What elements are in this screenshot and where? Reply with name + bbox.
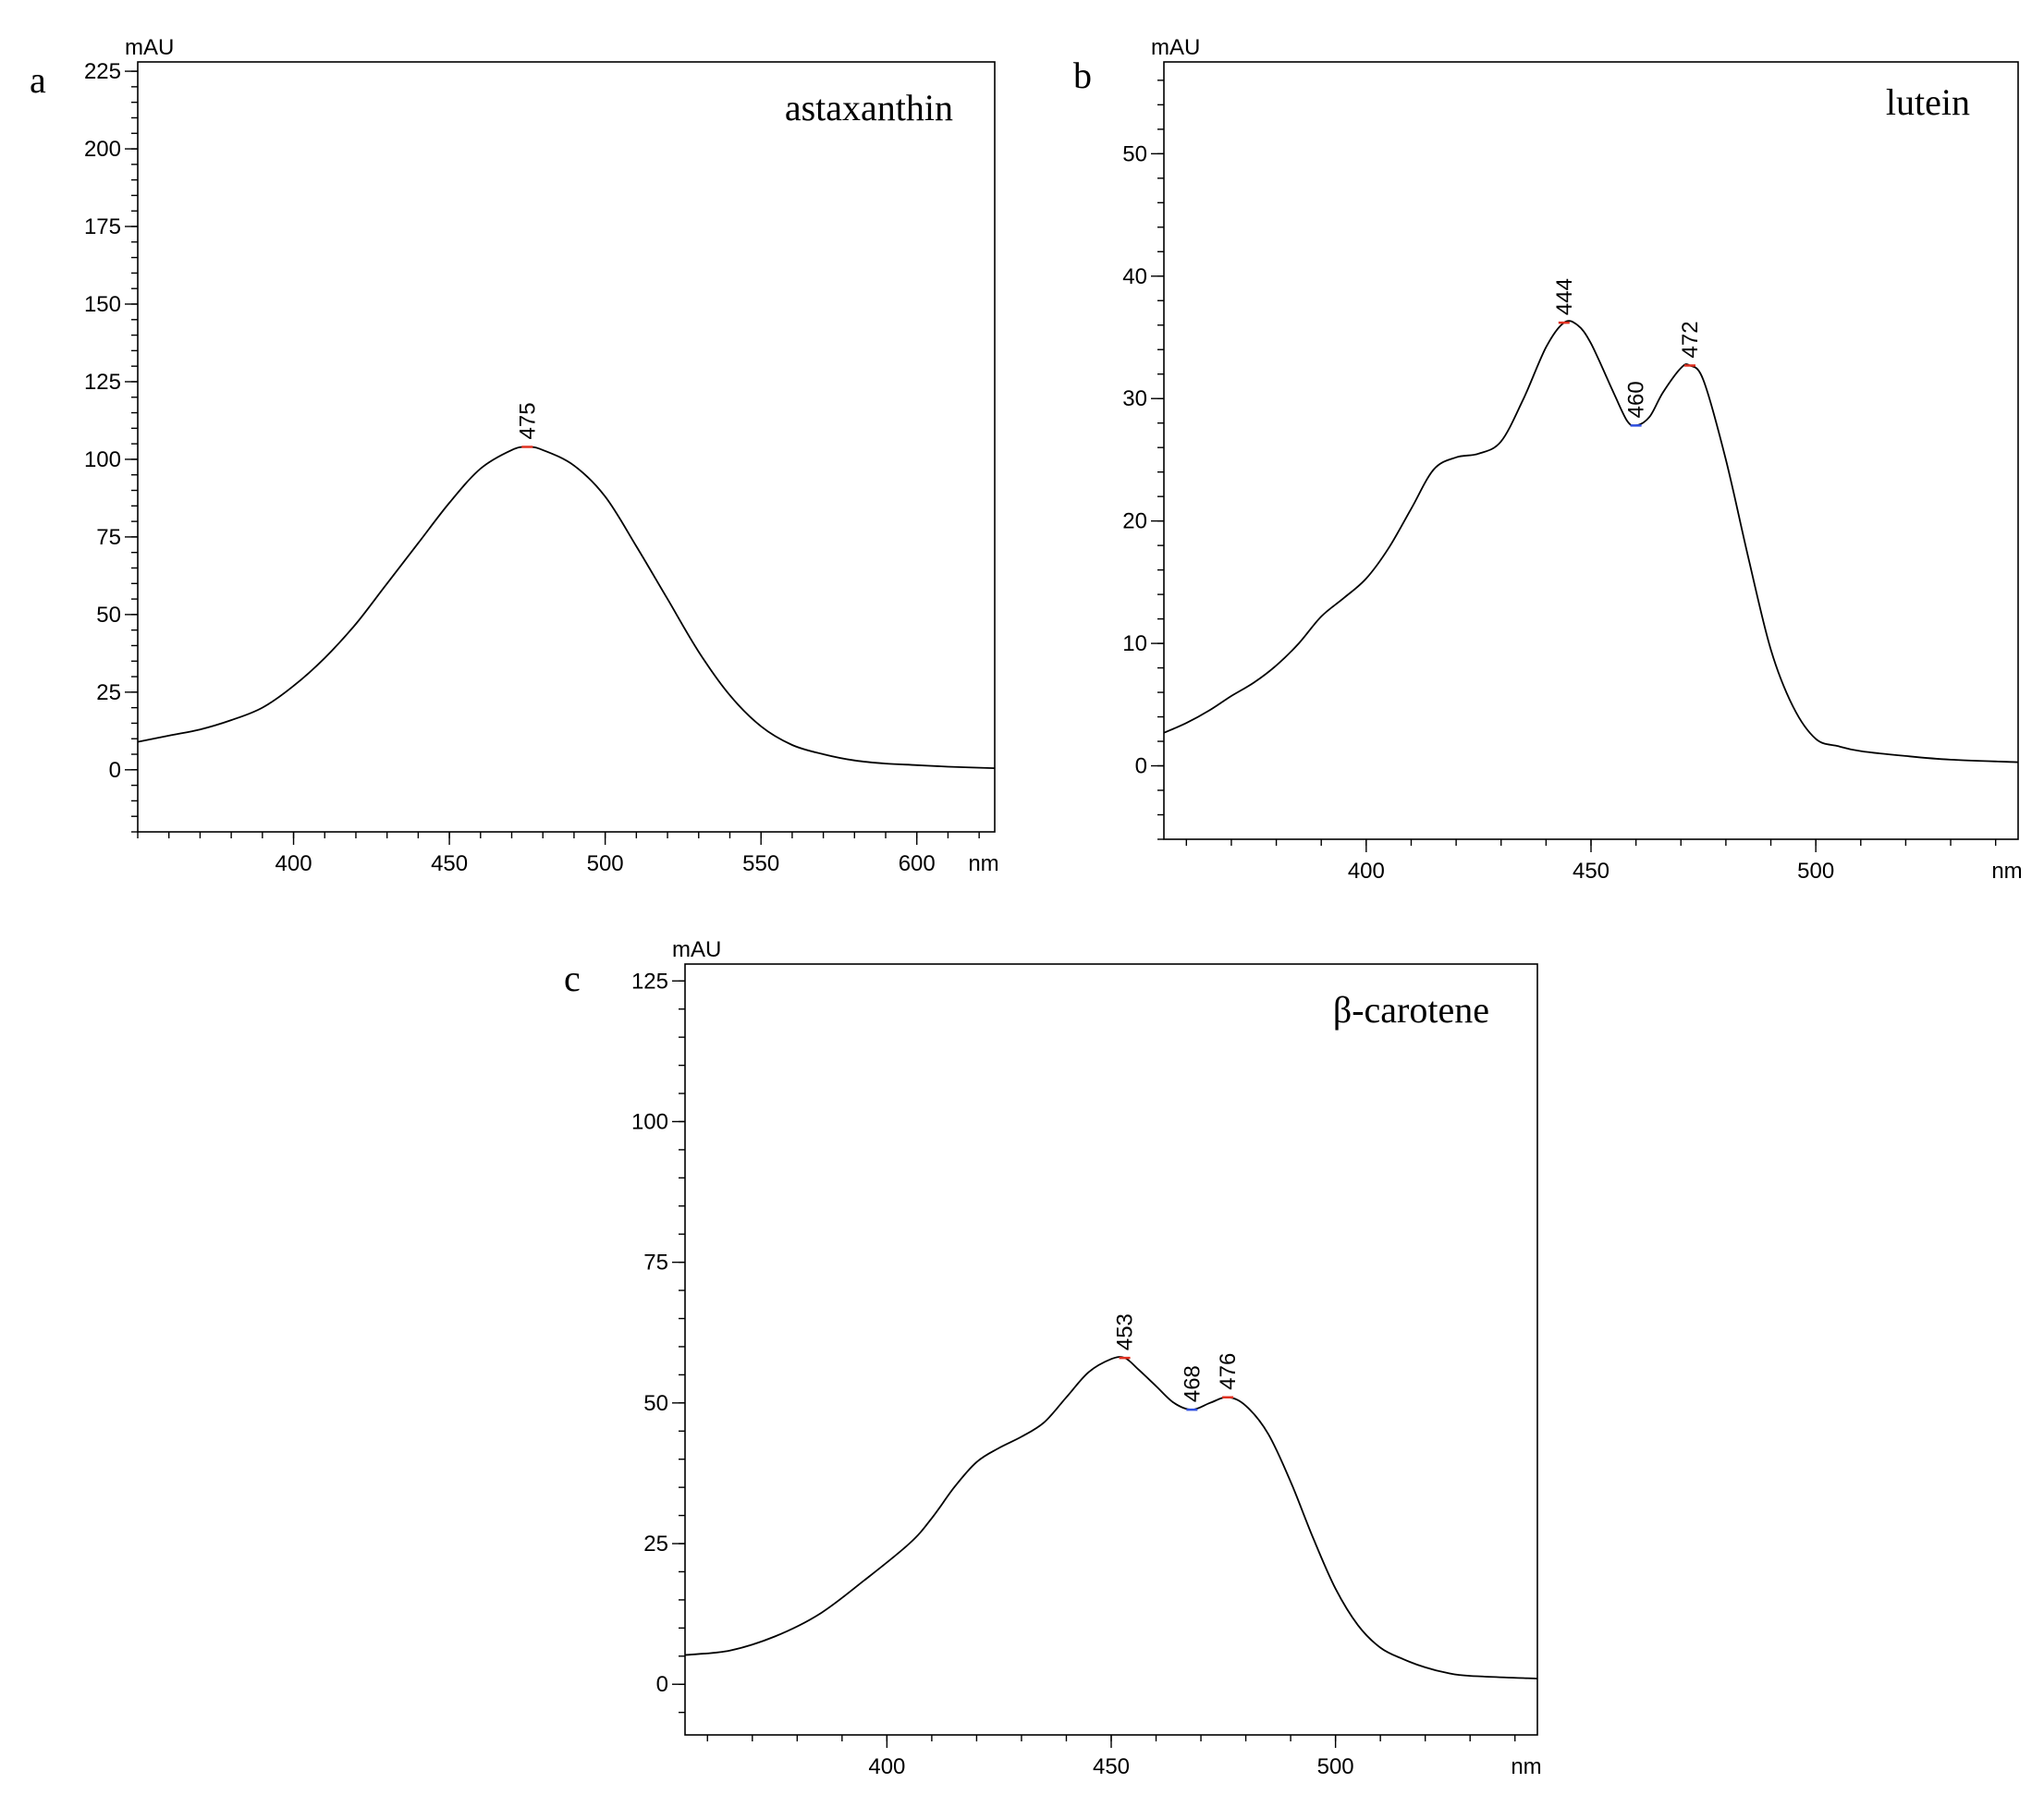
spectrum-line-1 — [684, 1356, 1538, 1679]
y-tick-label: 75 — [643, 1251, 668, 1276]
y-tick-label: 125 — [631, 969, 668, 994]
y-axis-unit-label: mAU — [672, 937, 721, 962]
y-tick-label: 100 — [84, 447, 121, 472]
y-tick-label: 50 — [643, 1391, 668, 1416]
y-tick-label: 10 — [1122, 631, 1147, 656]
y-axis-unit-label: mAU — [125, 35, 174, 60]
x-axis-unit-label: nm — [968, 851, 998, 876]
y-tick-label: 150 — [84, 292, 121, 317]
y-tick-label: 125 — [84, 370, 121, 395]
x-tick-label: 500 — [1317, 1754, 1354, 1779]
x-tick-label: 600 — [899, 851, 936, 876]
y-tick-label: 75 — [96, 525, 121, 550]
plot-frame — [1163, 61, 2019, 840]
panel-letter: c — [564, 958, 581, 999]
peak-label: 453 — [1113, 1313, 1138, 1350]
chart-title: β-carotene — [1333, 989, 1489, 1031]
x-tick-label: 450 — [431, 851, 468, 876]
panel-letter: b — [1073, 55, 1092, 96]
y-tick-label: 175 — [84, 214, 121, 239]
peak-label: 460 — [1624, 381, 1649, 418]
x-tick-label: 400 — [868, 1754, 905, 1779]
peak-label: 475 — [515, 402, 540, 439]
y-tick-label: 25 — [643, 1532, 668, 1557]
spectrum-line-1 — [137, 446, 996, 769]
plot-frame — [137, 61, 996, 833]
spectrum-line-1 — [1163, 320, 2019, 763]
x-tick-label: 500 — [1797, 859, 1834, 884]
y-tick-label: 50 — [1122, 141, 1147, 166]
y-tick-label: 225 — [84, 59, 121, 84]
x-tick-label: 550 — [742, 851, 779, 876]
chart-panel-a: a astaxanthin mAU nm 0 25 50 75 100 125 150 175 200 2… — [30, 35, 999, 876]
y-tick-label: 0 — [109, 758, 121, 783]
panel-letter: a — [30, 59, 46, 101]
peak-label: 468 — [1180, 1365, 1205, 1402]
x-tick-label: 400 — [275, 851, 312, 876]
y-tick-label: 200 — [84, 137, 121, 162]
x-axis-unit-label: nm — [1991, 859, 2022, 884]
x-tick-label: 450 — [1573, 859, 1609, 884]
plot-frame — [684, 963, 1538, 1736]
peak-label: 444 — [1552, 278, 1577, 315]
peak-label: 476 — [1216, 1353, 1241, 1390]
y-tick-label: 30 — [1122, 386, 1147, 411]
y-tick-label: 50 — [96, 603, 121, 628]
y-tick-label: 20 — [1122, 509, 1147, 534]
x-axis-unit-label: nm — [1511, 1754, 1541, 1779]
chart-title: lutein — [1886, 81, 1970, 123]
y-axis-unit-label: mAU — [1151, 35, 1200, 60]
chart-title: astaxanthin — [785, 87, 953, 128]
chart-panel-c: c β-carotene mAU nm 0 25 50 75 100 125 400 450 500 45… — [564, 937, 1542, 1779]
y-tick-label: 0 — [1135, 754, 1147, 779]
y-tick-label: 40 — [1122, 264, 1147, 289]
y-tick-label: 25 — [96, 680, 121, 705]
peak-label: 472 — [1678, 321, 1703, 358]
x-tick-label: 450 — [1093, 1754, 1130, 1779]
y-tick-label: 0 — [656, 1672, 668, 1697]
x-tick-label: 400 — [1348, 859, 1385, 884]
y-tick-label: 100 — [631, 1109, 668, 1134]
chart-panel-b: b lutein mAU nm 0 10 20 30 40 50 400 450 500 444 460 47… — [1073, 35, 2023, 884]
x-tick-label: 500 — [587, 851, 624, 876]
